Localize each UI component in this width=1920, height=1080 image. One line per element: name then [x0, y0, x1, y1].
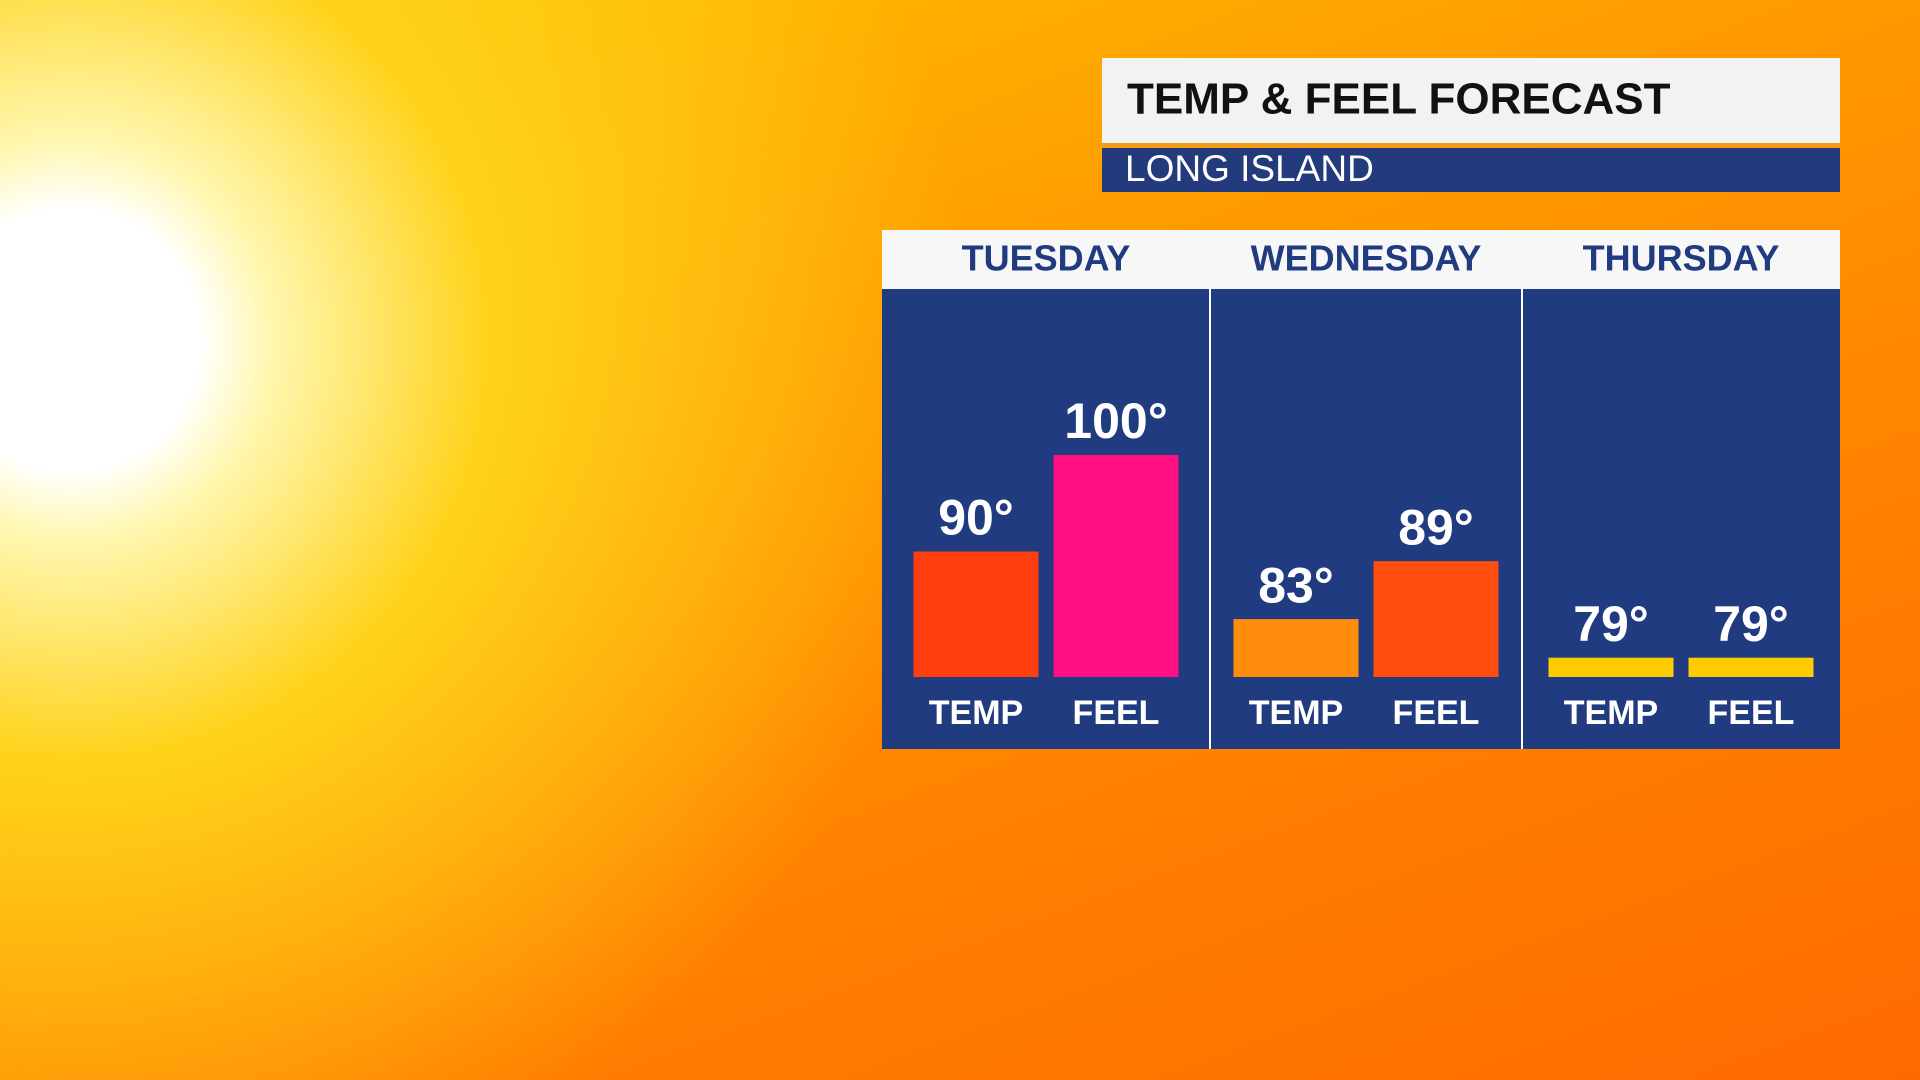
chart-title: TEMP & FEEL FORECAST: [1127, 75, 1671, 124]
title-rule: [1102, 143, 1840, 147]
day-label: TUESDAY: [962, 238, 1131, 279]
divider: [1209, 289, 1211, 749]
bar: [1053, 455, 1179, 677]
bar: [1548, 657, 1674, 677]
subtitle-box: [1102, 148, 1840, 192]
value-label: 83°: [1258, 557, 1334, 613]
day-label: THURSDAY: [1583, 238, 1780, 279]
bar: [1373, 561, 1499, 677]
series-label: FEEL: [1708, 694, 1795, 732]
bar: [1688, 657, 1814, 677]
series-label: TEMP: [1249, 694, 1343, 732]
bar: [1233, 619, 1359, 677]
series-label: FEEL: [1073, 694, 1160, 732]
title-box: [1102, 58, 1840, 143]
series-label: TEMP: [1564, 694, 1658, 732]
day-label: WEDNESDAY: [1251, 238, 1482, 279]
chart-subtitle: LONG ISLAND: [1125, 148, 1374, 189]
value-label: 89°: [1398, 499, 1474, 555]
divider: [1521, 289, 1523, 749]
bar: [913, 551, 1039, 677]
value-label: 79°: [1573, 596, 1649, 652]
series-label: FEEL: [1393, 694, 1480, 732]
day-header: [882, 230, 1840, 289]
value-label: 100°: [1064, 393, 1167, 449]
series-label: TEMP: [929, 694, 1023, 732]
value-label: 90°: [938, 490, 1014, 546]
value-label: 79°: [1713, 596, 1789, 652]
panel: [882, 289, 1840, 749]
